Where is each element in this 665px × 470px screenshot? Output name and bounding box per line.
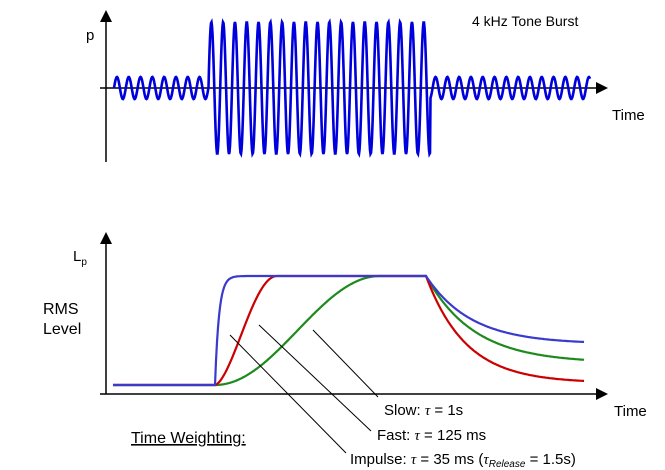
legend-slow: Slow: τ = 1s — [384, 402, 463, 419]
rms-label-line2: Level — [43, 321, 81, 338]
time-weighting-legend: Time Weighting: Slow: τ = 1s Fast: τ = 1… — [131, 402, 576, 470]
legend-impulse: Impulse: τ = 35 ms (τRelease = 1.5s) — [350, 451, 576, 470]
bottom-x-label: Time — [614, 403, 647, 420]
impulse-response-curve — [113, 274, 585, 387]
slow-response-curve — [113, 274, 585, 387]
legend-fast: Fast: τ = 125 ms — [377, 427, 486, 444]
slow-leader-line — [312, 329, 379, 398]
top-x-label: Time — [612, 107, 645, 124]
fast-response-curve — [113, 274, 584, 387]
fast-leader-line — [258, 324, 372, 432]
bottom-panel: Lp RMS Level Time — [43, 232, 647, 454]
legend-heading: Time Weighting: — [131, 430, 246, 447]
impulse-leader-line — [229, 334, 347, 454]
tone-burst-waveform — [112, 18, 592, 158]
top-y-label: p — [86, 27, 94, 44]
rms-label-line1: RMS — [43, 301, 79, 318]
tone-burst-title: 4 kHz Tone Burst — [472, 13, 578, 29]
top-panel: p Time 4 kHz Tone Burst — [86, 10, 645, 162]
bottom-y-label: Lp — [73, 248, 87, 268]
